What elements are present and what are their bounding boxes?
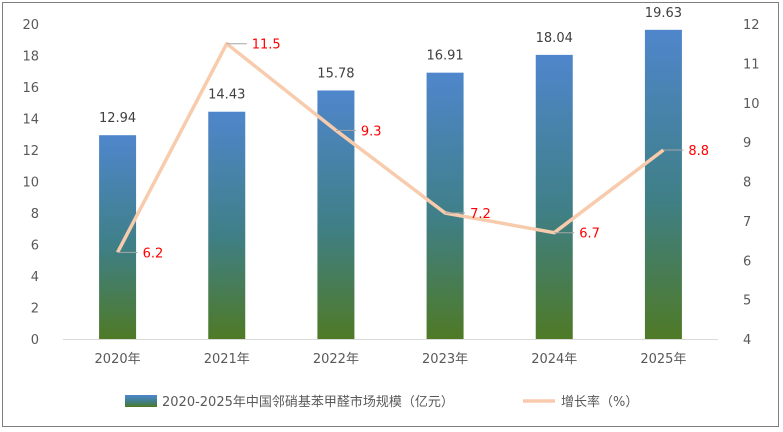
line-point-label: 6.2 — [143, 246, 164, 261]
left-y-axis: 0 2 4 6 8 10 12 14 16 18 20 — [22, 18, 39, 348]
growth-line — [116, 41, 665, 254]
left-tick-label: 10 — [22, 176, 39, 191]
x-tick-label: 2023年 — [422, 352, 468, 367]
line-point-label: 11.5 — [252, 38, 281, 53]
legend-line-label: 增长率（%） — [561, 394, 638, 410]
bar-value-label: 18.04 — [536, 31, 573, 46]
bar — [208, 111, 246, 339]
left-tick-label: 0 — [31, 333, 39, 348]
bar — [644, 29, 682, 339]
legend-bar-label: 2020-2025年中国邻硝基苯甲醛市场规模（亿元） — [162, 394, 454, 410]
left-tick-label: 20 — [22, 18, 39, 33]
legend: 2020-2025年中国邻硝基苯甲醛市场规模（亿元） 增长率（%） — [125, 394, 638, 410]
right-tick-label: 11 — [743, 57, 760, 72]
bar-value-label: 16.91 — [426, 49, 463, 64]
right-tick-label: 4 — [743, 333, 751, 348]
right-tick-label: 5 — [743, 294, 751, 309]
left-tick-label: 16 — [22, 81, 39, 96]
right-tick-label: 10 — [743, 97, 760, 112]
bar-value-label: 12.94 — [99, 111, 136, 126]
x-tick-label: 2020年 — [95, 352, 141, 367]
left-tick-label: 18 — [22, 50, 39, 65]
bar — [99, 135, 137, 339]
x-tick-label: 2024年 — [531, 352, 577, 367]
left-tick-label: 12 — [22, 144, 39, 159]
line-point-label: 9.3 — [361, 124, 382, 139]
left-tick-label: 8 — [31, 207, 39, 222]
growth-rate-series: 6.2 11.5 9.3 7.2 6.7 8.8 — [116, 38, 709, 261]
bar-value-labels: 12.94 14.43 15.78 16.91 18.04 19.63 — [99, 6, 682, 126]
left-tick-label: 6 — [31, 239, 39, 254]
right-tick-label: 12 — [743, 18, 760, 33]
line-point-label: 8.8 — [688, 144, 709, 159]
bar-value-label: 15.78 — [317, 66, 354, 81]
right-tick-label: 8 — [743, 176, 751, 191]
left-tick-label: 4 — [31, 270, 39, 285]
x-tick-label: 2025年 — [640, 352, 686, 367]
right-tick-label: 6 — [743, 254, 751, 269]
bar-series — [99, 29, 682, 340]
x-tick-label: 2021年 — [204, 352, 250, 367]
legend-bar-swatch — [125, 395, 157, 407]
right-tick-label: 7 — [743, 215, 751, 230]
bar-value-label: 19.63 — [645, 6, 682, 21]
bar — [535, 54, 573, 340]
right-tick-label: 9 — [743, 136, 751, 151]
line-point-label: 6.7 — [579, 227, 600, 242]
combo-chart: 0 2 4 6 8 10 12 14 16 18 20 4 5 6 7 8 9 10 11 12 12.94 14.4… — [22, 6, 760, 410]
bar — [317, 90, 355, 339]
left-tick-label: 2 — [31, 302, 39, 317]
left-tick-label: 14 — [22, 113, 39, 128]
bar-value-label: 14.43 — [208, 88, 245, 103]
line-point-label: 7.2 — [470, 207, 491, 222]
x-axis: 2020年 2021年 2022年 2023年 2024年 2025年 — [63, 339, 718, 367]
chart-frame: 0 2 4 6 8 10 12 14 16 18 20 4 5 6 7 8 9 10 11 12 12.94 14.4… — [2, 2, 779, 427]
bar — [426, 72, 464, 339]
x-tick-label: 2022年 — [313, 352, 359, 367]
right-y-axis: 4 5 6 7 8 9 10 11 12 — [743, 18, 760, 348]
